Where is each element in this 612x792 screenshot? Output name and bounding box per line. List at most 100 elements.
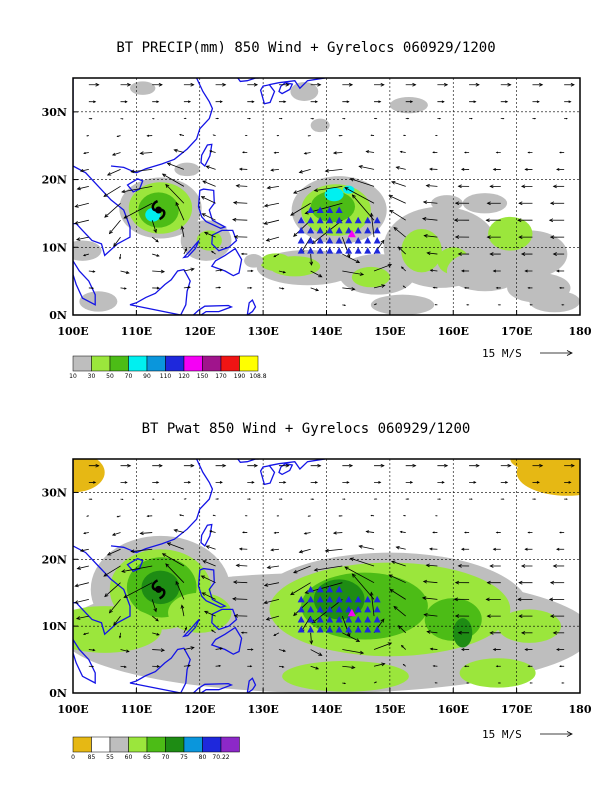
wind-vector (342, 270, 364, 275)
colorbar-label: 65 (143, 754, 151, 761)
wind-arrowhead (520, 630, 526, 635)
gyre-location-marker (316, 216, 324, 224)
wind-arrowhead (534, 498, 537, 500)
gyre-location-marker (326, 206, 334, 214)
wind-vector (202, 592, 216, 600)
wind-arrowhead (180, 604, 185, 609)
wind-arrowhead (348, 82, 354, 87)
wind-vector (310, 270, 322, 278)
wind-vector (162, 173, 185, 187)
wind-vector (140, 152, 153, 154)
wind-arrowhead (263, 583, 269, 587)
gyre-location-marker (316, 226, 324, 234)
coastline-sulawesi (192, 304, 234, 315)
wind-arrowhead (290, 591, 295, 596)
wind-arrowhead (161, 553, 167, 557)
coastline-china (110, 459, 214, 554)
wind-arrowhead (280, 498, 283, 500)
wind-arrowhead (527, 531, 530, 534)
wind-vector (104, 202, 121, 218)
wind-arrowhead (421, 217, 427, 221)
colorbar-swatch (128, 355, 148, 372)
wind-arrowhead (298, 549, 303, 554)
wind-arrowhead (399, 150, 403, 154)
wind-arrowhead (190, 646, 195, 650)
wind-vector (293, 185, 311, 194)
wind-arrowhead (502, 117, 505, 120)
wind-vector (401, 645, 406, 650)
wind-arrowhead (285, 82, 290, 87)
gyre-location-marker (297, 226, 305, 234)
wind-arrowhead (240, 631, 244, 634)
shaded-region (488, 216, 533, 251)
wind-arrowhead (549, 201, 555, 206)
wind-arrowhead (351, 573, 356, 578)
wind-vector (304, 152, 311, 155)
wind-arrowhead (303, 152, 307, 155)
colorbar-label: 10 (69, 373, 77, 380)
gyre-location-marker (297, 595, 305, 603)
wind-arrowhead (303, 532, 307, 535)
wind-arrowhead (358, 544, 363, 549)
wind-vector (206, 545, 216, 550)
colorbar-swatch (146, 355, 166, 372)
gyre-location-marker (326, 216, 334, 224)
wind-arrowhead (332, 151, 337, 155)
wind-arrowhead (219, 647, 224, 651)
wind-arrowhead (318, 273, 323, 278)
wind-vector (88, 649, 95, 651)
wind-vector (202, 180, 216, 187)
wind-arrowhead (123, 214, 128, 219)
wind-vector (273, 632, 280, 636)
gyre-location-marker (335, 605, 343, 613)
wind-arrowhead (270, 548, 274, 552)
wind-vector (422, 597, 438, 600)
coastline-visayas (211, 608, 238, 631)
wind-vector (389, 589, 406, 600)
wind-vector (112, 532, 121, 536)
wind-vector (422, 218, 438, 221)
gyre-location-marker (297, 615, 305, 623)
wind-vector (204, 232, 216, 238)
x-tick-label: 160E (438, 325, 469, 338)
wind-arrowhead (309, 261, 314, 266)
wind-vector (232, 219, 248, 221)
wind-arrowhead (293, 190, 298, 194)
wind-arrowhead (315, 288, 320, 292)
wind-arrowhead (518, 580, 523, 585)
wind-arrowhead (95, 82, 100, 87)
colorbar-swatch (109, 355, 129, 372)
gyre-location-marker (335, 206, 343, 214)
wind-arrowhead (399, 530, 403, 534)
wind-arrowhead (402, 134, 405, 136)
wind-arrowhead (425, 563, 430, 568)
wind-vector (301, 615, 311, 632)
wind-vector (209, 530, 216, 533)
wind-arrowhead (304, 590, 309, 594)
wind-vector (88, 270, 95, 273)
gyre-location-marker (354, 605, 362, 613)
wind-arrowhead (457, 564, 462, 568)
wind-vector (152, 632, 160, 636)
shaded-region (73, 240, 102, 261)
colorbar-swatch (146, 736, 166, 753)
coastline-taiwan (200, 143, 213, 168)
wind-arrowhead (412, 82, 417, 87)
wind-arrowhead (497, 304, 500, 306)
wind-arrowhead (556, 167, 560, 171)
gyre-location-marker (354, 595, 362, 603)
wind-arrowhead (520, 184, 526, 189)
wind-arrowhead (285, 463, 290, 468)
y-tick-label: 0N (49, 687, 67, 700)
wind-arrowhead (153, 608, 157, 613)
wind-arrowhead (83, 532, 86, 535)
wind-arrowhead (463, 531, 467, 534)
wind-vector (266, 615, 280, 621)
wind-arrowhead (505, 100, 509, 104)
wind-arrowhead (233, 234, 238, 239)
wind-vector (264, 582, 280, 586)
gyre-location-marker (364, 625, 372, 633)
wind-vector (310, 287, 319, 291)
shaded-region (389, 96, 428, 114)
wind-arrowhead (281, 665, 285, 668)
